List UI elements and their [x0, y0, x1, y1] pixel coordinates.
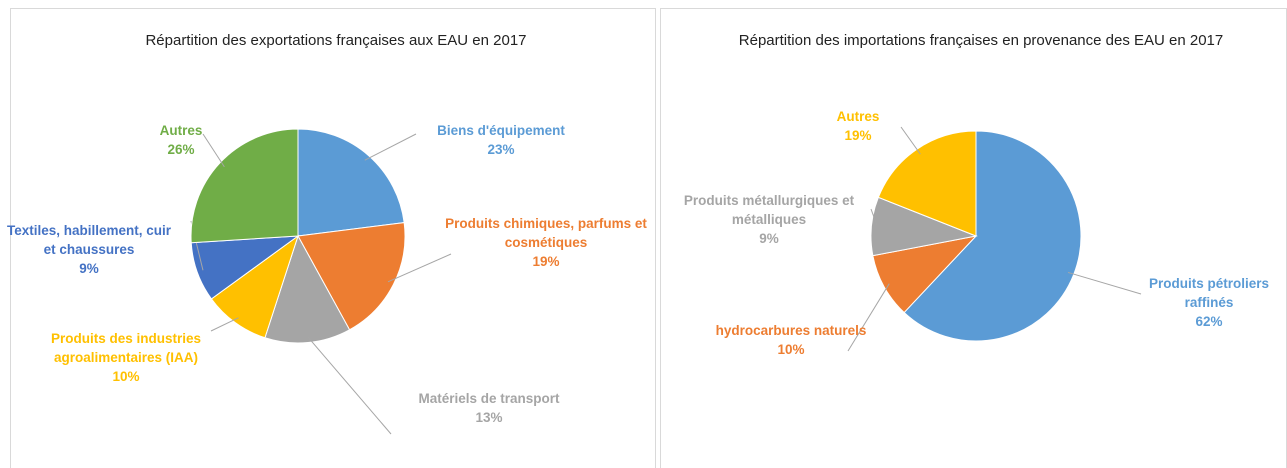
label-name: Autres — [159, 123, 203, 138]
data-label: Biens d'équipement 23% — [401, 121, 601, 159]
data-label: hydrocarbures naturels 10% — [686, 321, 896, 359]
pie — [847, 126, 1142, 352]
chart-title: Répartition des importations françaises … — [738, 32, 1224, 49]
label-value: 10% — [112, 369, 140, 384]
label-value: 9% — [79, 261, 99, 276]
pie-slice — [297, 222, 406, 331]
pie-slice — [264, 234, 351, 344]
leader-line — [387, 253, 452, 283]
label-value: 26% — [167, 142, 195, 157]
label-name: Autres — [836, 109, 880, 124]
data-label: Autres 26% — [121, 121, 241, 159]
pie-slice — [903, 130, 1082, 342]
chart-panel: Répartition des exportations françaises … — [7, 8, 656, 468]
label-value: 23% — [487, 142, 515, 157]
leader-line — [900, 126, 921, 155]
label-name: hydrocarbures naturels — [715, 323, 867, 338]
leader-line — [307, 336, 392, 435]
label-name: Produits chimiques, parfums et cosmétiqu… — [445, 216, 647, 250]
label-value: 10% — [777, 342, 805, 357]
label-value: 19% — [844, 128, 872, 143]
label-value: 62% — [1195, 314, 1223, 329]
label-value: 9% — [759, 231, 779, 246]
chart-panel: Répartition des importations françaises … — [660, 8, 1287, 468]
data-label: Produits métallurgiques et métalliques 9% — [654, 191, 884, 248]
label-name: Biens d'équipement — [437, 123, 565, 138]
label-value: 19% — [532, 254, 560, 269]
label-name: Textiles, habillement, cuir et chaussure… — [6, 223, 172, 257]
data-label: Autres 19% — [798, 107, 918, 145]
data-label: Produits des industries agroalimentaires… — [21, 329, 231, 386]
leader-line — [210, 317, 239, 332]
chart-title: Répartition des exportations françaises … — [145, 32, 527, 49]
leader-line — [364, 133, 417, 161]
leader-line — [202, 133, 225, 168]
data-label: Textiles, habillement, cuir et chaussure… — [4, 221, 174, 278]
leader-line — [870, 208, 878, 227]
leader-line — [1067, 271, 1142, 295]
label-name: Matériels de transport — [418, 391, 560, 406]
label-name: Produits des industries agroalimentaires… — [50, 331, 202, 365]
label-name: Produits métallurgiques et métalliques — [683, 193, 855, 227]
pie — [190, 128, 452, 435]
data-label: Produits chimiques, parfums et cosmétiqu… — [436, 214, 656, 271]
label-value: 13% — [475, 410, 503, 425]
label-name: Produits pétroliers raffinés — [1148, 276, 1270, 310]
pie-slice — [297, 128, 405, 237]
data-label: Produits pétroliers raffinés 62% — [1129, 274, 1287, 331]
data-label: Matériels de transport 13% — [389, 389, 589, 427]
leader-line — [847, 283, 890, 352]
pie-slice — [190, 128, 299, 244]
